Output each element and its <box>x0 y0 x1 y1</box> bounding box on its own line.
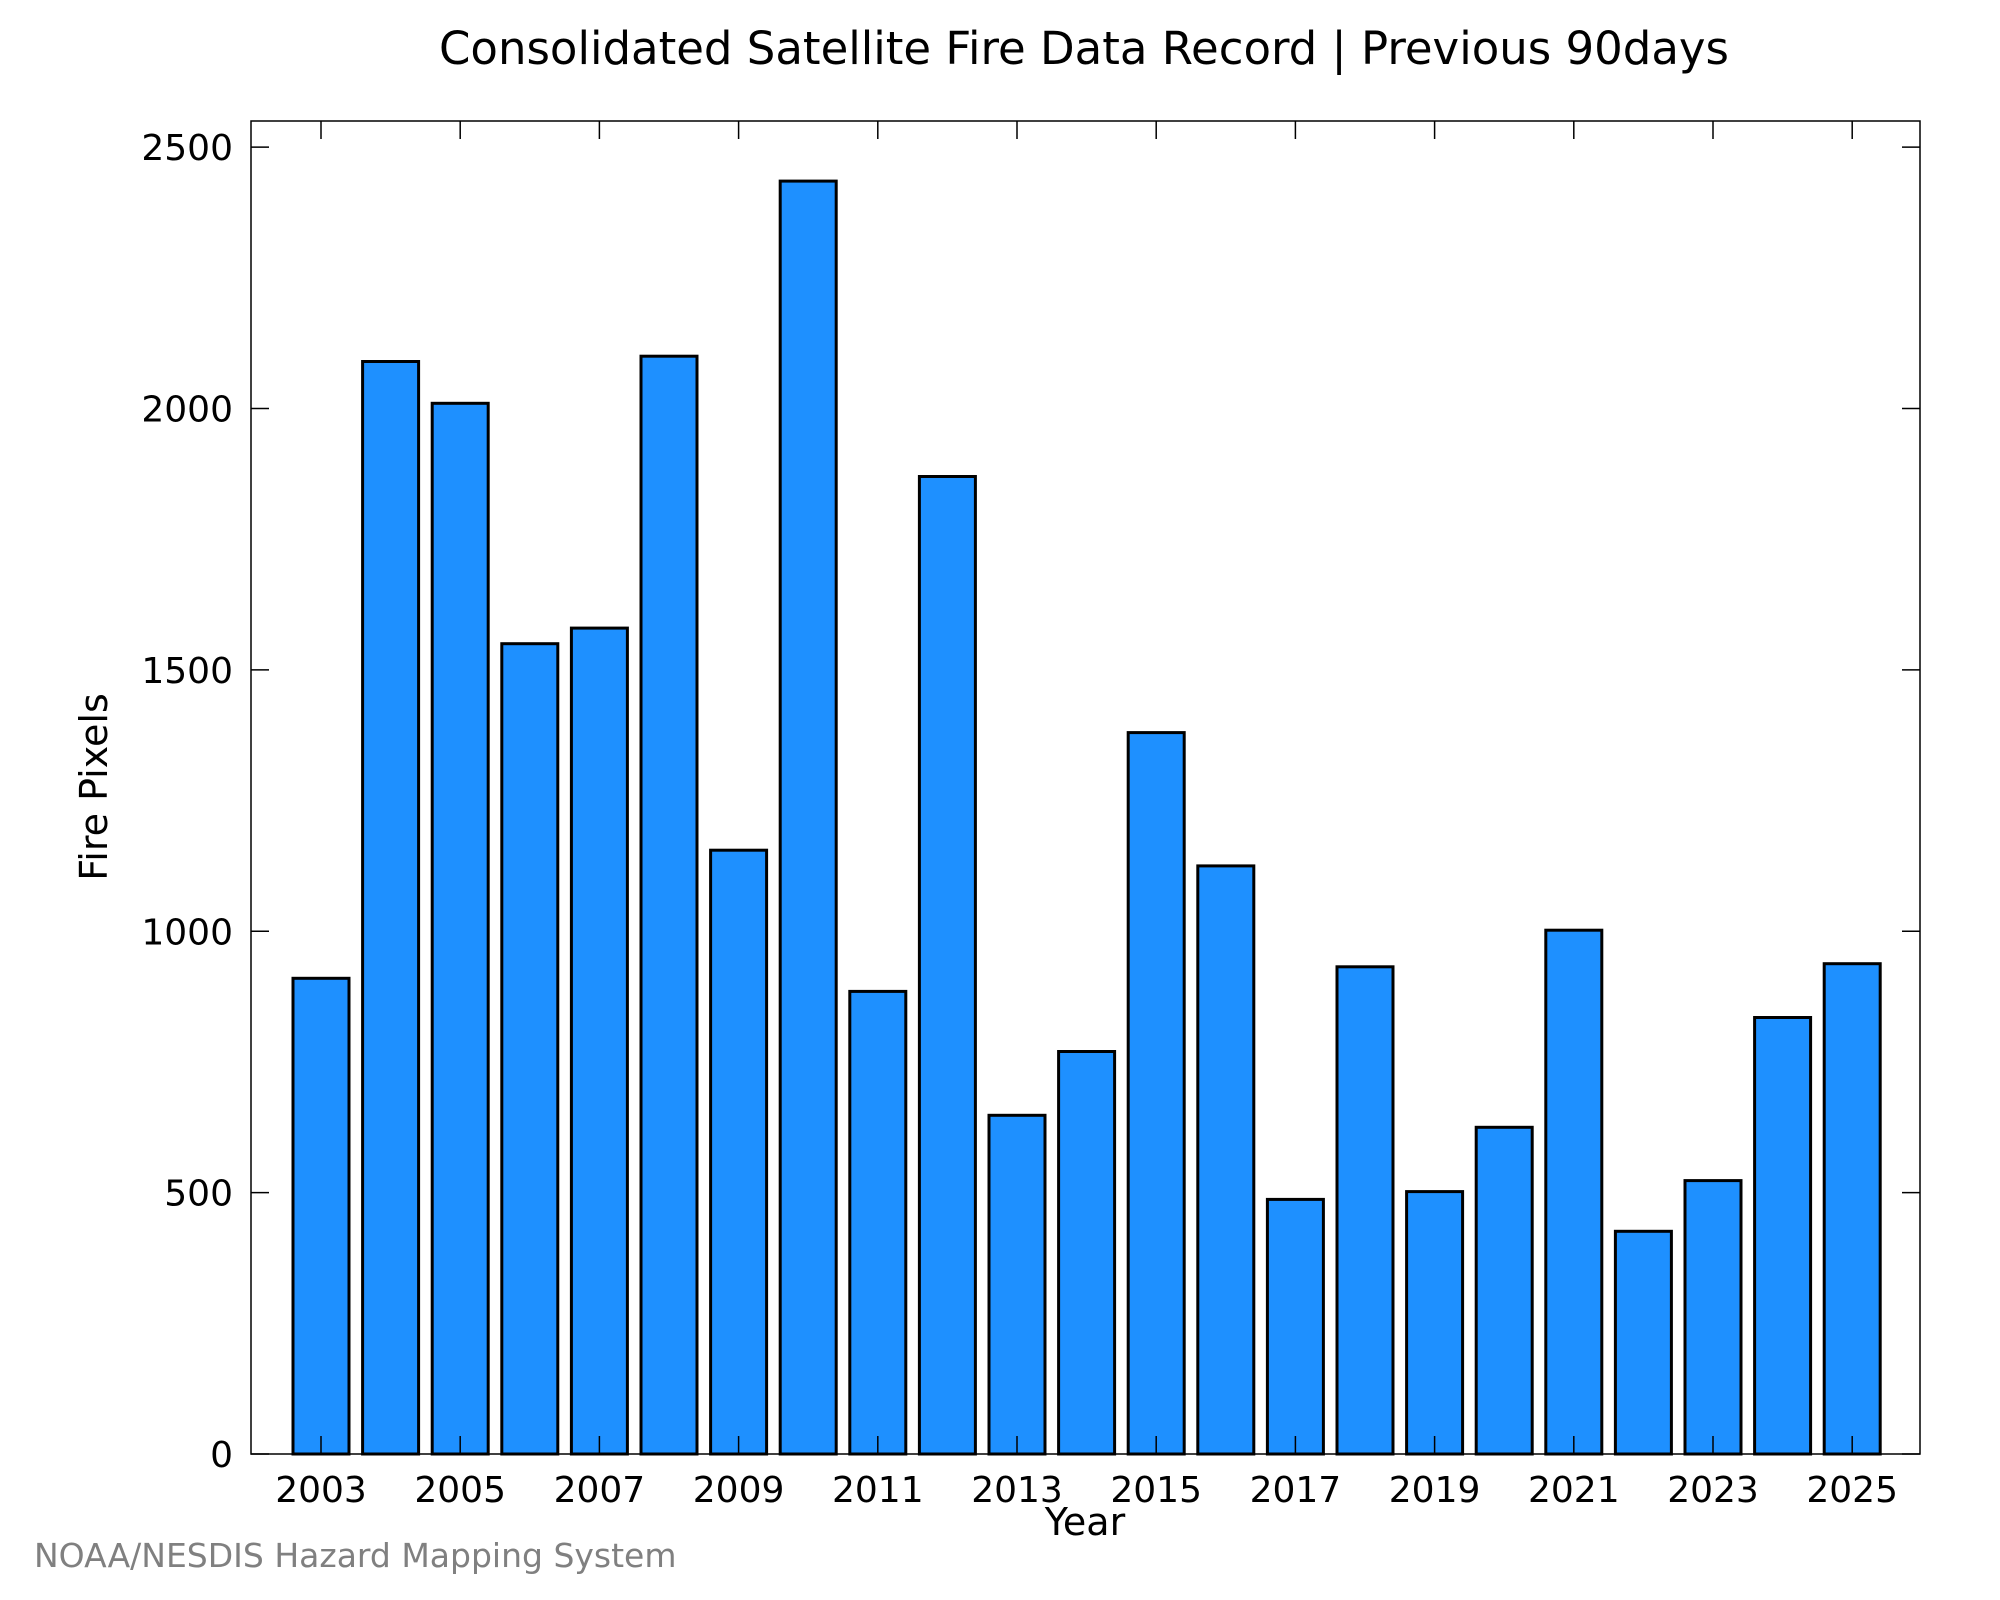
bar-2023 <box>1683 1179 1743 1456</box>
x-tick-label: 2003 <box>275 1470 367 1511</box>
x-tick-label: 2007 <box>554 1470 646 1511</box>
x-tick-label: 2015 <box>1110 1470 1202 1511</box>
x-tick-label: 2011 <box>832 1470 924 1511</box>
plot-frame <box>250 120 1921 1455</box>
y-tick-label: 500 <box>164 1174 233 1215</box>
y-tick-label: 0 <box>210 1435 233 1476</box>
y-tick-label: 1000 <box>141 912 233 953</box>
bar-2009 <box>709 848 769 1456</box>
x-tick-label: 2017 <box>1250 1470 1342 1511</box>
bar-2024 <box>1753 1016 1813 1456</box>
bar-2010 <box>778 179 838 1456</box>
bar-2006 <box>500 642 560 1456</box>
x-tick-label: 2023 <box>1667 1470 1759 1511</box>
y-tick-label: 1500 <box>141 651 233 692</box>
x-tick-label: 2021 <box>1528 1470 1620 1511</box>
y-tick-label: 2500 <box>141 128 233 169</box>
bar-2020 <box>1474 1125 1534 1456</box>
source-credit: NOAA/NESDIS Hazard Mapping System <box>34 1536 677 1575</box>
y-tick-label: 2000 <box>141 390 233 431</box>
bar-2007 <box>569 626 629 1456</box>
bar-2019 <box>1405 1190 1465 1456</box>
bar-2015 <box>1126 731 1186 1456</box>
x-axis-label: Year <box>1044 1500 1126 1544</box>
bar-2008 <box>639 354 699 1456</box>
x-tick-label: 2019 <box>1389 1470 1481 1511</box>
x-tick-label: 2005 <box>414 1470 506 1511</box>
bar-2011 <box>848 989 908 1456</box>
bar-2004 <box>361 360 421 1456</box>
bar-2003 <box>291 976 351 1456</box>
y-axis-label: Fire Pixels <box>72 693 116 881</box>
chart-title: Consolidated Satellite Fire Data Record … <box>439 22 1729 75</box>
bar-2018 <box>1335 965 1395 1456</box>
bar-2025 <box>1822 962 1882 1456</box>
bar-2012 <box>917 475 977 1456</box>
x-tick-label: 2009 <box>693 1470 785 1511</box>
bar-2017 <box>1265 1197 1325 1456</box>
x-tick-label: 2013 <box>971 1470 1063 1511</box>
bar-2005 <box>430 401 490 1456</box>
x-tick-label: 2025 <box>1806 1470 1898 1511</box>
bar-2014 <box>1057 1050 1117 1456</box>
bar-2021 <box>1544 928 1604 1456</box>
bar-2016 <box>1196 864 1256 1456</box>
bar-2013 <box>987 1113 1047 1456</box>
bar-2022 <box>1613 1229 1673 1456</box>
bars-group <box>291 179 1882 1456</box>
x-axis: 2003 2005 2007 2009 2011 2013 2015 2017 2019 2021… <box>275 121 1898 1511</box>
y-axis: 0 500 1000 1500 2000 2500 <box>141 128 1920 1476</box>
